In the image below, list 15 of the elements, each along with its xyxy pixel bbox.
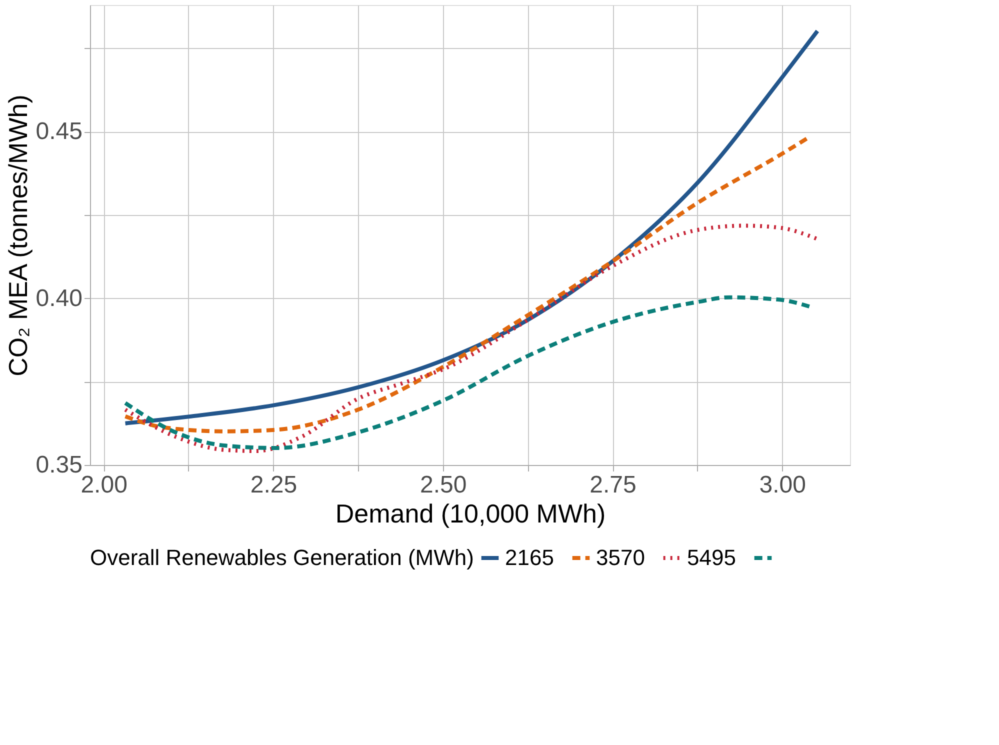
y-axis-title: CO₂ MEA (tonnes/MWh) [2, 94, 33, 376]
legend-title: Overall Renewables Generation (MWh) [90, 545, 474, 570]
x-axis-title: Demand (10,000 MWh) [335, 498, 606, 528]
x-tick-label: 2.00 [80, 472, 128, 498]
legend-label: 3570 [596, 545, 645, 570]
y-tick-label: 0.45 [36, 118, 82, 146]
y-tick-label: 0.40 [36, 284, 82, 312]
legend-label: 5495 [687, 545, 736, 570]
x-tick-label: 3.00 [759, 472, 806, 498]
y-tick-label: 0.35 [36, 452, 82, 478]
x-tick-label: 2.75 [590, 472, 636, 498]
x-tick-label: 2.50 [420, 472, 467, 498]
legend-label: 2165 [505, 545, 554, 570]
line-series [123, 224, 820, 453]
x-tick-label: 2.25 [250, 472, 298, 498]
